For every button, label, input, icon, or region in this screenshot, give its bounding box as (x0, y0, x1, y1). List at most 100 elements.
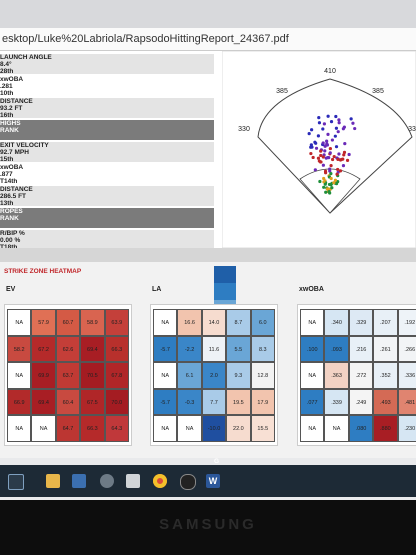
batted-ball (330, 138, 334, 142)
batted-ball (319, 153, 323, 158)
spray-chart: 410 385 385 330 33 (222, 51, 416, 248)
heatmap-panel: NA 57.9 60.7 58.9 63.9 58.2 67.2 62.6 69.4 66.3 NA… (4, 304, 132, 446)
chrome-icon[interactable] (153, 474, 167, 488)
settings-icon[interactable] (100, 474, 114, 488)
heatmap-cell: NA (177, 415, 202, 442)
stat-row: DISTANCE 286.5 FT 13th (0, 186, 214, 207)
batted-ball (326, 132, 330, 137)
batted-ball (324, 190, 328, 194)
stat-rank: 28th (0, 68, 14, 75)
mail-icon[interactable] (126, 474, 140, 488)
stat-row: LAUNCH ANGLE 8.4° 28th (0, 54, 214, 75)
batted-ball (339, 157, 344, 162)
heatmap-cell: 69.9 (31, 362, 56, 389)
batted-ball (319, 149, 323, 153)
heatmap-cell: 58.9 (80, 309, 105, 336)
batted-ball (353, 126, 357, 131)
stat-row: xwOBA .281 10th (0, 76, 214, 97)
heatmap-cell: 60.4 (55, 388, 81, 416)
batted-ball (337, 118, 341, 122)
heatmap-cell: NA (31, 415, 56, 442)
batted-ball (334, 145, 339, 149)
heatmap-cell: 11.6 (201, 335, 227, 363)
batted-ball (307, 132, 311, 136)
heatmap-cell: 22.0 (226, 415, 251, 442)
heatmap-cell: .336 (397, 362, 416, 389)
stat-name: DISTANCE (0, 186, 33, 193)
batted-ball (309, 151, 313, 156)
field-distance: 33 (408, 126, 416, 133)
heatmap-cell: 8.3 (250, 335, 275, 363)
heatmap-cell: 69.4 (31, 388, 56, 416)
batted-ball (334, 114, 338, 119)
stat-rank: T14th (0, 178, 18, 185)
batted-ball (342, 125, 346, 129)
batted-ball (321, 141, 325, 145)
batted-ball (326, 114, 330, 118)
address-bar[interactable]: esktop/Luke%20Labriola/RapsodoHittingRep… (0, 28, 416, 51)
stat-name: xwOBA (0, 164, 24, 171)
heatmap-cell: 66.9 (7, 388, 32, 416)
batted-ball (322, 176, 326, 181)
batted-ball (321, 155, 325, 159)
batted-ball (323, 144, 327, 148)
batted-ball (321, 163, 325, 167)
batted-ball (341, 164, 346, 168)
batted-ball (311, 155, 315, 160)
heatmap-cell: .266 (397, 335, 416, 363)
stat-rank: T18th (0, 244, 214, 251)
heatmap-cell: -5.7 (153, 388, 178, 416)
heatmap-cell: 8.7 (226, 309, 251, 336)
stat-name: DISTANCE (0, 98, 33, 105)
batted-ball (331, 157, 335, 162)
batted-ball (347, 152, 351, 157)
stat-value: 92.7 MPH (0, 149, 29, 156)
bezel-brand: SAMSUNG (159, 516, 257, 533)
stat-row: DISTANCE 93.2 FT 16th (0, 98, 214, 119)
panel-title: EV (6, 286, 16, 293)
batted-ball (336, 130, 340, 134)
word-icon[interactable]: W (206, 474, 220, 488)
batted-ball (342, 150, 347, 154)
stat-name: EXIT VELOCITY (0, 142, 49, 149)
stat-value: 93.2 FT (0, 105, 23, 112)
app-icon[interactable] (180, 474, 196, 490)
report-top: LAUNCH ANGLE 8.4° 28th xwOBA .281 10th DISTANC… (0, 51, 416, 295)
batted-ball (342, 153, 346, 157)
heatmap-panel: NA 16.6 14.0 8.7 6.0 -5.7 -2.2 11.6 5.5 8.3 NA 6.1 2… (150, 304, 278, 446)
legend-swatch (214, 266, 236, 283)
batted-ball (349, 117, 353, 121)
heatmap-cell: 9.3 (226, 362, 251, 389)
heatmap-cell: -5.7 (153, 335, 178, 363)
heatmap-cell: NA (7, 309, 32, 336)
batted-ball (332, 181, 336, 185)
heatmap-cell: 5.5 (226, 335, 251, 363)
batted-ball (316, 134, 320, 138)
batted-ball (316, 156, 321, 160)
batted-ball (313, 168, 317, 172)
heatmap-cell: .493 (373, 388, 398, 416)
start-button[interactable] (8, 474, 24, 490)
heatmap-cell: .080 (348, 415, 374, 442)
heatmap-cell: 17.9 (250, 388, 275, 416)
batted-ball (351, 121, 355, 125)
heatmap-cell: .481 (397, 388, 416, 416)
store-icon[interactable] (72, 474, 86, 488)
heatmap-cell: NA (153, 309, 178, 336)
heatmap-cell: 19.5 (226, 388, 251, 416)
batted-ball (314, 146, 319, 150)
heatmap-cell: 70.0 (104, 388, 129, 416)
batted-ball (332, 154, 336, 159)
panel-title: xwOBA (299, 286, 324, 293)
heatmap-cell: 15.5 (250, 415, 275, 442)
stat-row: EXIT VELOCITY 92.7 MPH 15th (0, 142, 214, 163)
legend-swatch (214, 283, 236, 300)
heatmap-cell: .207 (373, 309, 398, 336)
heatmap-section: STRIKE ZONE HEATMAP BADG EVNA57.960.758.… (0, 262, 416, 465)
header-label: ROPES (0, 208, 23, 215)
section-header: HIGHS RANK (0, 120, 214, 140)
heatmap-cell: .100 (300, 335, 325, 363)
stat-rank: 16th (0, 112, 14, 119)
explorer-icon[interactable] (46, 474, 60, 488)
batted-ball (314, 141, 318, 145)
